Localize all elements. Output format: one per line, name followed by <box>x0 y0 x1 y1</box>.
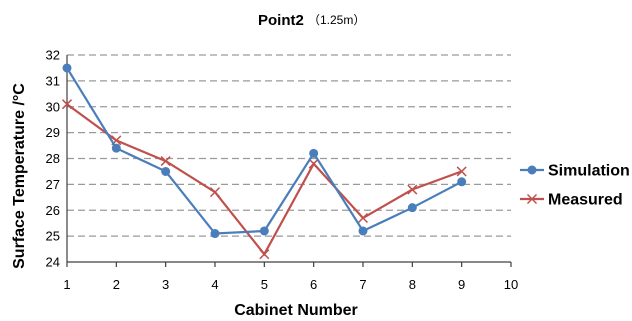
series <box>61 63 467 260</box>
data-point-simulation <box>407 203 417 213</box>
y-tick-label: 29 <box>46 125 60 140</box>
x-tick-label: 9 <box>458 277 465 292</box>
data-point-simulation <box>309 148 319 158</box>
data-point-measured <box>61 99 73 110</box>
data-point-measured <box>308 158 319 169</box>
x-axis-title: Cabinet Number <box>234 302 358 319</box>
data-point-simulation <box>358 226 368 236</box>
data-point-measured <box>209 187 221 198</box>
y-tick-label: 30 <box>46 99 60 114</box>
y-tick-label: 25 <box>46 229 60 244</box>
x-tick-labels: 1 2 3 4 5 6 7 8 9 10 <box>63 277 518 292</box>
legend-marker-simulation <box>527 165 537 175</box>
y-tick-labels: 24 25 26 27 28 29 30 31 32 <box>46 48 60 270</box>
series-measured <box>61 99 467 260</box>
data-point-measured <box>357 212 369 224</box>
x-tick-label: 7 <box>359 277 366 292</box>
data-point-simulation <box>111 143 121 153</box>
data-point-simulation <box>210 229 220 239</box>
y-axis-title: Surface Temperature /°C <box>11 83 28 269</box>
data-point-measured <box>407 184 418 195</box>
y-tick-label: 26 <box>46 203 60 218</box>
data-point-simulation <box>259 226 269 236</box>
x-tick-label: 8 <box>409 277 416 292</box>
legend: Simulation Measured <box>520 163 630 209</box>
data-point-measured <box>456 166 467 177</box>
data-point-measured <box>160 156 171 167</box>
x-tick-label: 10 <box>504 277 518 292</box>
legend-label-measured: Measured <box>548 192 623 209</box>
x-tick-label: 5 <box>261 277 268 292</box>
legend-item-measured: Measured <box>520 192 623 209</box>
y-tick-label: 27 <box>46 177 60 192</box>
x-tick-label: 3 <box>162 277 169 292</box>
legend-marker-measured <box>526 193 538 205</box>
series-line-simulation <box>66 67 463 235</box>
y-tick-label: 32 <box>46 48 60 63</box>
data-point-measured <box>259 249 270 260</box>
series-simulation <box>62 63 467 239</box>
y-tick-label: 28 <box>46 151 60 166</box>
x-tick-label: 6 <box>310 277 317 292</box>
chart-title: Point2 <box>258 12 304 29</box>
x-tick-label: 2 <box>113 277 120 292</box>
chart-subtitle: （1.25m） <box>308 13 365 27</box>
legend-label-simulation: Simulation <box>548 163 630 180</box>
axes <box>66 55 512 267</box>
data-point-simulation <box>457 177 467 187</box>
x-tick-label: 1 <box>63 277 70 292</box>
y-tick-label: 31 <box>46 73 60 88</box>
x-tick-label: 4 <box>211 277 218 292</box>
legend-item-simulation: Simulation <box>520 163 630 180</box>
y-tick-label: 24 <box>46 255 60 270</box>
data-point-simulation <box>161 166 171 176</box>
data-point-simulation <box>62 63 72 73</box>
